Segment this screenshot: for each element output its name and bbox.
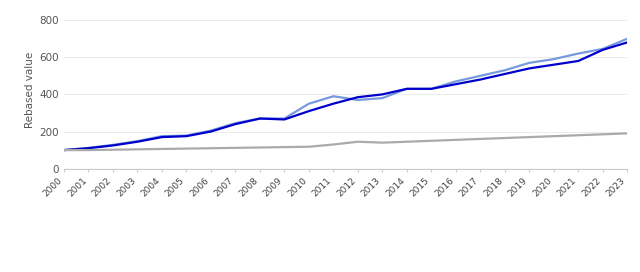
- Port traffic: [207, 129, 215, 132]
- Rail network: [378, 141, 386, 144]
- Energy Generation: [207, 130, 215, 133]
- Port traffic: [182, 134, 190, 137]
- Line: Energy Generation: Energy Generation: [64, 42, 627, 150]
- Energy Generation: [599, 48, 607, 51]
- Port traffic: [501, 69, 509, 72]
- Port traffic: [158, 135, 166, 138]
- Rail network: [60, 149, 68, 152]
- Energy Generation: [354, 95, 362, 99]
- Port traffic: [574, 52, 582, 55]
- Energy Generation: [305, 109, 313, 113]
- Port traffic: [330, 95, 337, 98]
- Rail network: [501, 136, 509, 140]
- Rail network: [305, 145, 313, 148]
- Port traffic: [378, 97, 386, 100]
- Energy Generation: [623, 41, 631, 44]
- Line: Rail network: Rail network: [64, 133, 627, 150]
- Rail network: [403, 140, 411, 143]
- Energy Generation: [232, 122, 239, 126]
- Energy Generation: [280, 118, 288, 121]
- Energy Generation: [428, 87, 435, 91]
- Energy Generation: [378, 93, 386, 96]
- Rail network: [182, 147, 190, 150]
- Rail network: [256, 146, 264, 149]
- Rail network: [599, 133, 607, 136]
- Rail network: [452, 138, 460, 141]
- Port traffic: [60, 149, 68, 152]
- Port traffic: [476, 74, 484, 78]
- Rail network: [158, 147, 166, 151]
- Rail network: [525, 135, 533, 139]
- Energy Generation: [60, 149, 68, 152]
- Rail network: [623, 132, 631, 135]
- Energy Generation: [403, 87, 411, 91]
- Energy Generation: [109, 144, 117, 147]
- Port traffic: [109, 143, 117, 147]
- Port traffic: [452, 80, 460, 83]
- Rail network: [134, 148, 141, 151]
- Port traffic: [232, 122, 239, 125]
- Port traffic: [525, 61, 533, 64]
- Rail network: [428, 139, 435, 143]
- Rail network: [354, 140, 362, 143]
- Line: Port traffic: Port traffic: [64, 39, 627, 150]
- Port traffic: [280, 117, 288, 120]
- Energy Generation: [158, 135, 166, 139]
- Rail network: [232, 146, 239, 150]
- Rail network: [109, 148, 117, 151]
- Energy Generation: [476, 78, 484, 81]
- Energy Generation: [330, 102, 337, 105]
- Energy Generation: [452, 83, 460, 86]
- Port traffic: [599, 47, 607, 51]
- Y-axis label: Rebased value: Rebased value: [26, 52, 35, 128]
- Energy Generation: [256, 117, 264, 120]
- Rail network: [207, 147, 215, 150]
- Rail network: [476, 137, 484, 141]
- Port traffic: [354, 98, 362, 102]
- Energy Generation: [501, 72, 509, 76]
- Port traffic: [305, 102, 313, 105]
- Port traffic: [256, 117, 264, 120]
- Port traffic: [623, 37, 631, 40]
- Rail network: [550, 135, 557, 138]
- Port traffic: [134, 140, 141, 143]
- Energy Generation: [134, 140, 141, 143]
- Port traffic: [403, 87, 411, 91]
- Port traffic: [84, 146, 92, 150]
- Energy Generation: [574, 59, 582, 63]
- Port traffic: [428, 87, 435, 91]
- Port traffic: [550, 57, 557, 61]
- Energy Generation: [84, 147, 92, 150]
- Rail network: [574, 134, 582, 137]
- Energy Generation: [550, 63, 557, 66]
- Rail network: [84, 149, 92, 152]
- Rail network: [280, 146, 288, 149]
- Energy Generation: [182, 135, 190, 138]
- Rail network: [330, 143, 337, 146]
- Energy Generation: [525, 67, 533, 70]
